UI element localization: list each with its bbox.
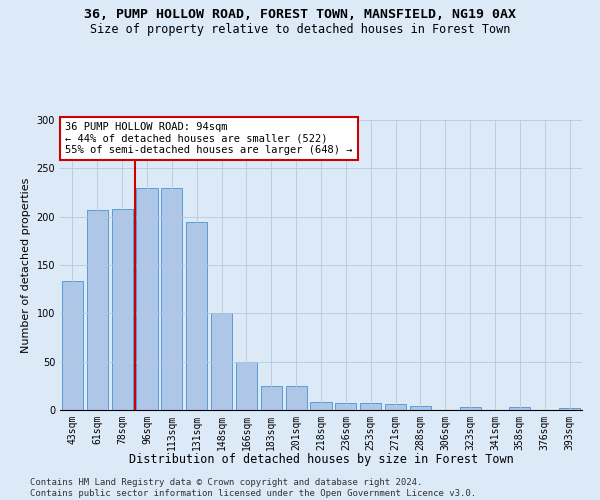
Bar <box>335 403 356 410</box>
Bar <box>460 407 481 410</box>
Text: Size of property relative to detached houses in Forest Town: Size of property relative to detached ho… <box>90 22 510 36</box>
Bar <box>559 408 580 410</box>
Bar <box>211 314 232 410</box>
Bar <box>509 407 530 410</box>
Bar <box>410 406 431 410</box>
Bar <box>112 209 133 410</box>
Bar <box>236 362 257 410</box>
Text: 36 PUMP HOLLOW ROAD: 94sqm
← 44% of detached houses are smaller (522)
55% of sem: 36 PUMP HOLLOW ROAD: 94sqm ← 44% of deta… <box>65 122 352 155</box>
Text: Contains HM Land Registry data © Crown copyright and database right 2024.
Contai: Contains HM Land Registry data © Crown c… <box>30 478 476 498</box>
Bar <box>87 210 108 410</box>
Text: Distribution of detached houses by size in Forest Town: Distribution of detached houses by size … <box>128 452 514 466</box>
Bar <box>310 402 332 410</box>
Bar <box>161 188 182 410</box>
Bar <box>62 282 83 410</box>
Bar <box>136 188 158 410</box>
Bar <box>385 404 406 410</box>
Text: 36, PUMP HOLLOW ROAD, FOREST TOWN, MANSFIELD, NG19 0AX: 36, PUMP HOLLOW ROAD, FOREST TOWN, MANSF… <box>84 8 516 20</box>
Y-axis label: Number of detached properties: Number of detached properties <box>21 178 31 352</box>
Bar <box>186 222 207 410</box>
Bar <box>360 403 381 410</box>
Bar <box>261 386 282 410</box>
Bar <box>286 386 307 410</box>
